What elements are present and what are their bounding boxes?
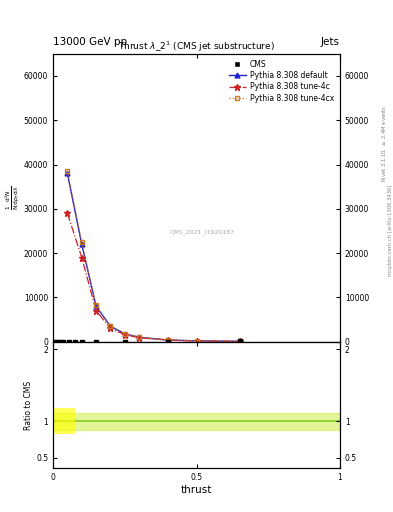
Pythia 8.308 tune-4c (65, 210, 70, 217)
Text: Jets: Jets (321, 37, 340, 47)
Text: mcplots.cern.ch [arXiv:1306.3436]: mcplots.cern.ch [arXiv:1306.3436] (388, 185, 393, 276)
Pythia 8.308 default (65, 170, 70, 177)
Pythia 8.308 tune-4cx (123, 330, 127, 336)
CMS (237, 338, 242, 344)
Pythia 8.308 tune-4c (108, 326, 113, 332)
Pythia 8.308 default (123, 331, 127, 337)
CMS (94, 339, 99, 345)
Bar (53, 409, 75, 435)
Pythia 8.308 tune-4c (79, 254, 84, 261)
Line: CMS: CMS (52, 339, 242, 344)
Pythia 8.308 tune-4cx (94, 303, 99, 309)
Pythia 8.308 tune-4cx (65, 168, 70, 174)
Line: Pythia 8.308 default: Pythia 8.308 default (65, 171, 242, 344)
Pythia 8.308 tune-4c (137, 335, 141, 341)
Pythia 8.308 tune-4c (194, 338, 199, 344)
Pythia 8.308 tune-4cx (194, 338, 199, 344)
Title: Thrust $\lambda\_2^1$ (CMS jet substructure): Thrust $\lambda\_2^1$ (CMS jet substruct… (118, 39, 275, 54)
CMS (52, 339, 57, 345)
Pythia 8.308 default (108, 323, 113, 329)
Y-axis label: Ratio to CMS: Ratio to CMS (24, 380, 33, 430)
Pythia 8.308 tune-4cx (165, 337, 170, 343)
Pythia 8.308 default (94, 303, 99, 309)
CMS (123, 339, 127, 345)
Y-axis label: $\frac{1}{\mathrm{N}}\frac{\mathrm{d}^2N}{\mathrm{d}p_T\mathrm{d}\lambda}$: $\frac{1}{\mathrm{N}}\frac{\mathrm{d}^2N… (4, 185, 22, 210)
Pythia 8.308 default (194, 338, 199, 344)
X-axis label: thrust: thrust (181, 485, 212, 495)
CMS (55, 339, 60, 345)
Pythia 8.308 tune-4cx (79, 239, 84, 245)
CMS (72, 339, 77, 345)
Pythia 8.308 tune-4c (165, 337, 170, 343)
Text: 13000 GeV pp: 13000 GeV pp (53, 37, 127, 47)
Pythia 8.308 default (79, 241, 84, 247)
CMS (61, 339, 66, 345)
Pythia 8.308 tune-4c (123, 332, 127, 338)
Text: Rivet 3.1.10, $\geq$ 2.4M events: Rivet 3.1.10, $\geq$ 2.4M events (380, 105, 388, 182)
Pythia 8.308 tune-4cx (237, 338, 242, 345)
Line: Pythia 8.308 tune-4c: Pythia 8.308 tune-4c (64, 210, 242, 345)
Pythia 8.308 default (137, 334, 141, 340)
Bar (53, 413, 340, 430)
Pythia 8.308 tune-4cx (137, 334, 141, 340)
Text: CMS_2021_I1920187: CMS_2021_I1920187 (170, 229, 235, 235)
CMS (165, 339, 170, 345)
Pythia 8.308 tune-4c (94, 308, 99, 314)
Pythia 8.308 default (237, 338, 242, 345)
Pythia 8.308 tune-4cx (108, 323, 113, 329)
CMS (66, 339, 71, 345)
Pythia 8.308 tune-4c (237, 338, 242, 345)
Line: Pythia 8.308 tune-4cx: Pythia 8.308 tune-4cx (65, 169, 242, 344)
CMS (79, 339, 84, 345)
Pythia 8.308 default (165, 337, 170, 343)
Legend: CMS, Pythia 8.308 default, Pythia 8.308 tune-4c, Pythia 8.308 tune-4cx: CMS, Pythia 8.308 default, Pythia 8.308 … (227, 57, 336, 105)
CMS (58, 339, 62, 345)
